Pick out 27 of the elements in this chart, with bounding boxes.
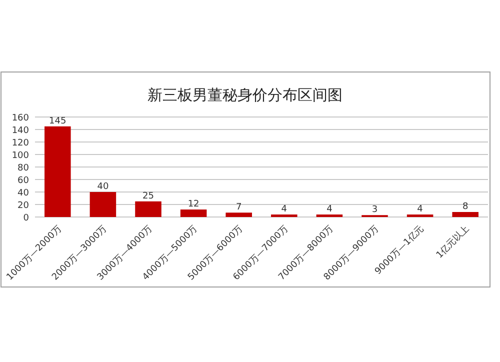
- data-label: 4: [326, 204, 333, 214]
- chart-title: 新三板男董秘身价分布区间图: [148, 86, 342, 104]
- y-tick-label: 0: [23, 214, 30, 224]
- y-tick-label: 140: [12, 126, 30, 136]
- data-label: 40: [97, 182, 109, 192]
- bar: [44, 126, 71, 217]
- y-tick-label: 120: [12, 138, 30, 148]
- y-tick-label: 40: [18, 188, 30, 198]
- bar: [226, 212, 252, 217]
- bar: [90, 192, 116, 217]
- x-tick-label: 1亿元以上: [434, 223, 472, 261]
- y-tick-label: 20: [18, 201, 30, 211]
- bar: [135, 201, 162, 217]
- y-tick-label: 60: [18, 176, 30, 186]
- y-tick-label: 80: [18, 164, 30, 174]
- y-tick-label: 100: [12, 151, 30, 161]
- y-tick-label: 160: [12, 114, 30, 124]
- data-label: 7: [236, 202, 242, 213]
- data-label: 3: [372, 205, 378, 216]
- data-label: 12: [188, 200, 200, 210]
- data-label: 4: [281, 204, 288, 214]
- bar: [452, 212, 478, 217]
- data-label: 8: [462, 202, 468, 212]
- data-label: 25: [142, 191, 154, 202]
- bar: [180, 210, 207, 217]
- data-label: 4: [417, 204, 424, 214]
- data-label: 145: [49, 116, 66, 126]
